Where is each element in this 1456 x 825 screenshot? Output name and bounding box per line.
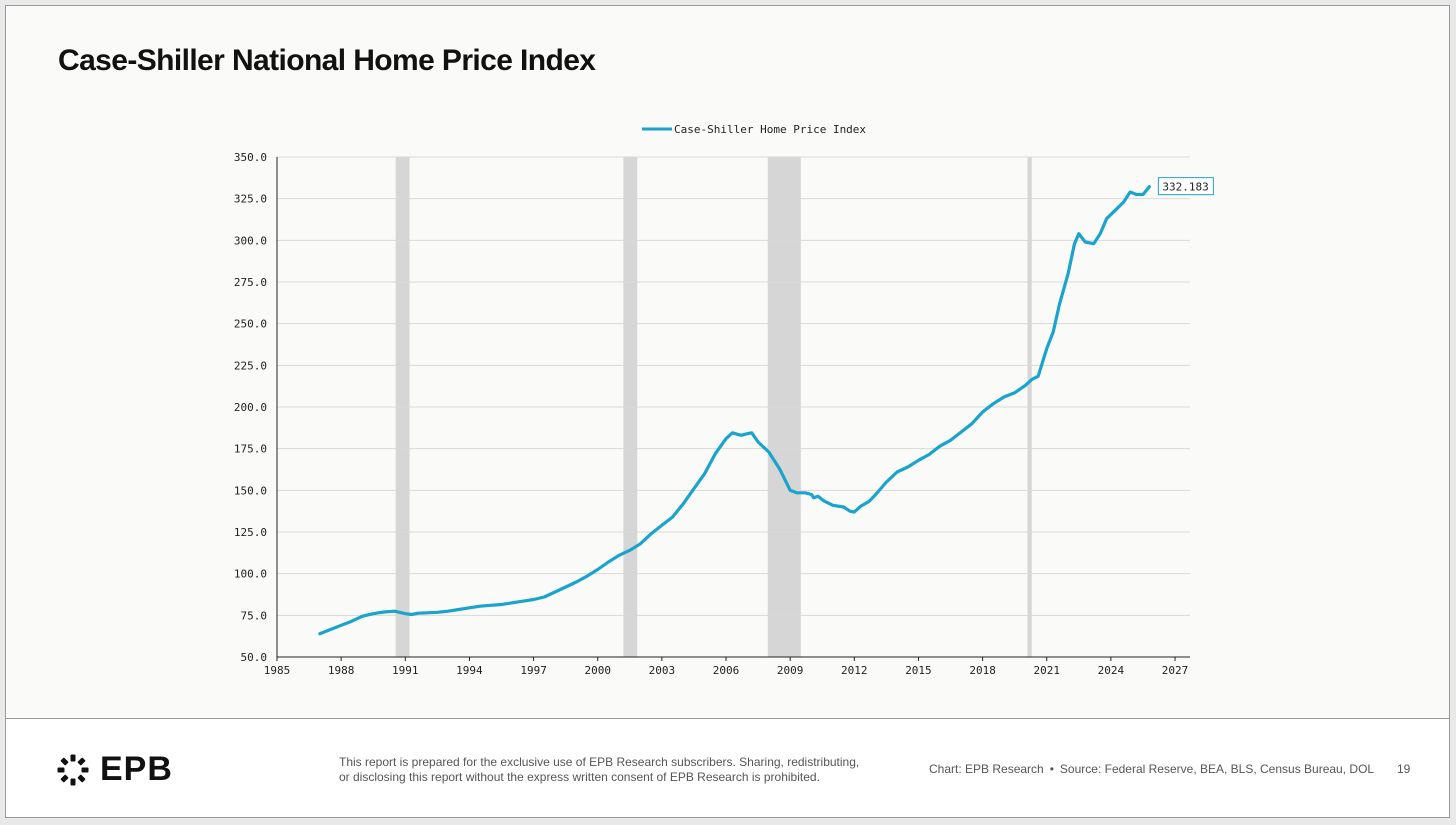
legend-label: Case-Shiller Home Price Index bbox=[674, 123, 866, 136]
y-tick-label: 350.0 bbox=[234, 151, 267, 164]
y-tick-label: 325.0 bbox=[234, 193, 267, 206]
y-tick-label: 275.0 bbox=[234, 276, 267, 289]
logo-petal bbox=[57, 767, 65, 772]
x-tick-label: 1994 bbox=[456, 664, 483, 677]
last-value-box bbox=[1157, 177, 1214, 196]
y-tick-label: 250.0 bbox=[234, 318, 267, 331]
chart-credits: Chart: EPB Research • Source: Federal Rese… bbox=[929, 762, 1374, 776]
x-tick-label: 2015 bbox=[905, 664, 932, 677]
y-tick-label: 300.0 bbox=[234, 234, 267, 247]
logo-text: EPB bbox=[100, 750, 173, 788]
page-number: 19 bbox=[1397, 762, 1411, 776]
logo-petal bbox=[77, 774, 86, 782]
epb-star-icon bbox=[57, 754, 89, 785]
last-value-tag: 332.183 bbox=[1157, 177, 1214, 196]
last-value-label: 332.183 bbox=[1162, 181, 1208, 194]
x-tick-label: 2009 bbox=[777, 664, 804, 677]
x-tick-label: 2012 bbox=[841, 664, 868, 677]
logo-petal bbox=[60, 774, 69, 782]
y-tick-label: 75.0 bbox=[241, 609, 268, 622]
disclaimer-line-2: or disclosing this report without the ex… bbox=[339, 770, 820, 784]
y-axis: 50.0 75.0 100.0 125.0 150.0 175.0 200.0 225.0 25… bbox=[234, 151, 278, 664]
x-tick-label: 2024 bbox=[1098, 664, 1125, 677]
series-line bbox=[318, 185, 1151, 636]
logo-petal bbox=[77, 757, 86, 765]
y-tick-label: 200.0 bbox=[234, 401, 267, 414]
x-tick-label: 1985 bbox=[264, 664, 291, 677]
chart-credit: Chart: EPB Research bbox=[929, 762, 1044, 776]
x-tick-label: 2021 bbox=[1033, 664, 1060, 677]
legend: Case-Shiller Home Price Index bbox=[642, 123, 866, 136]
slide: Case-Shiller National Home Price Index 5… bbox=[5, 5, 1450, 818]
grid-lines bbox=[277, 156, 1190, 616]
footer bbox=[6, 719, 1449, 817]
y-tick-label: 100.0 bbox=[234, 568, 267, 581]
y-tick-label: 150.0 bbox=[234, 484, 267, 497]
footer-divider bbox=[6, 718, 1449, 719]
y-tick-label: 175.0 bbox=[234, 443, 267, 456]
page-title: Case-Shiller National Home Price Index bbox=[58, 44, 596, 77]
logo-petal bbox=[60, 757, 69, 765]
x-tick-label: 2000 bbox=[584, 664, 611, 677]
disclaimer-line-1: This report is prepared for the exclusiv… bbox=[339, 755, 860, 769]
y-tick-label: 50.0 bbox=[241, 651, 268, 664]
x-tick-label: 2006 bbox=[713, 664, 740, 677]
x-tick-label: 2018 bbox=[969, 664, 996, 677]
y-tick-label: 125.0 bbox=[234, 526, 267, 539]
x-tick-label: 1988 bbox=[328, 664, 355, 677]
x-tick-label: 1991 bbox=[392, 664, 419, 677]
disclaimer: This report is prepared for the exclusiv… bbox=[339, 755, 899, 785]
logo-petal bbox=[70, 778, 76, 785]
logo-petal bbox=[70, 754, 76, 761]
credit-separator: • bbox=[1049, 762, 1054, 776]
chart: 50.0 75.0 100.0 125.0 150.0 175.0 200.0 225.0 25… bbox=[234, 123, 1214, 677]
epb-logo: EPB bbox=[56, 750, 173, 789]
source-text: Source: Federal Reserve, BEA, BLS, Censu… bbox=[1059, 762, 1375, 776]
x-tick-label: 2003 bbox=[649, 664, 676, 677]
x-tick-label: 2027 bbox=[1162, 664, 1189, 677]
x-axis: 1985 1988 1991 1994 1997 2000 2003 2006 2009 2012… bbox=[264, 656, 1190, 677]
logo-petal bbox=[81, 767, 89, 772]
y-tick-label: 225.0 bbox=[234, 359, 267, 372]
x-tick-label: 1997 bbox=[520, 664, 547, 677]
